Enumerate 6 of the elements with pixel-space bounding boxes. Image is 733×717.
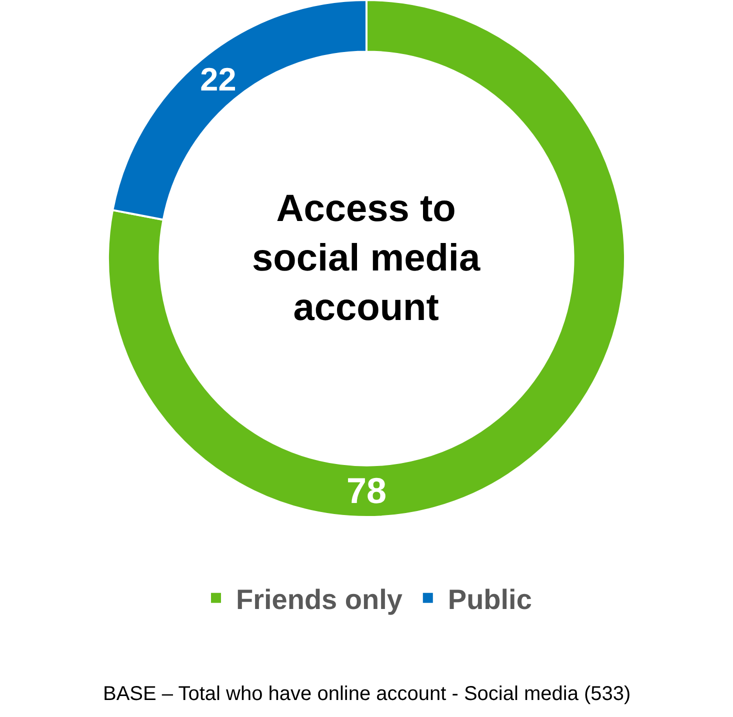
- legend-label: Public: [448, 584, 532, 615]
- legend-label: Friends only: [236, 584, 403, 615]
- text: BASE – Total who have online account - Social media (533): [103, 683, 631, 705]
- text: Access to social media account: [252, 188, 481, 329]
- data-label: 78: [346, 470, 387, 512]
- data-label: 22: [200, 62, 236, 98]
